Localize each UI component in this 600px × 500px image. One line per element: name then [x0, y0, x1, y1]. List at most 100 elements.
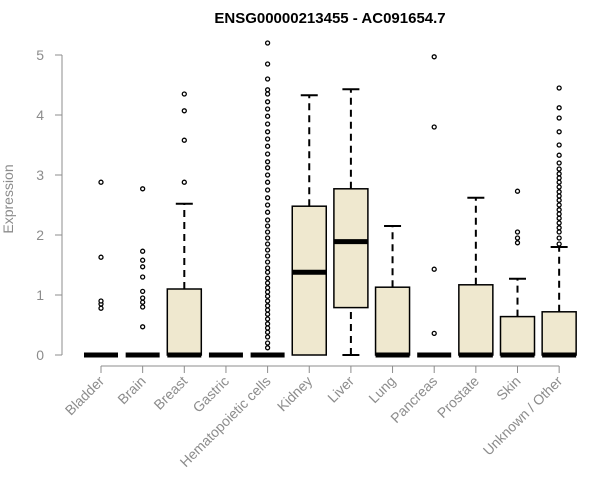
- outlier-point: [556, 179, 562, 185]
- outlier-point: [556, 225, 562, 231]
- box-body: [291, 205, 327, 356]
- outlier-point: [556, 241, 562, 247]
- outlier-point: [264, 187, 271, 193]
- outlier-point: [556, 202, 562, 208]
- x-tick-label: Brain: [114, 373, 148, 407]
- outlier-point: [264, 293, 271, 299]
- outlier-point: [556, 175, 562, 181]
- outlier-point: [556, 215, 562, 221]
- outlier-point: [264, 40, 271, 46]
- outlier-point: [264, 298, 271, 304]
- outlier-point: [264, 113, 271, 119]
- box-brain: [125, 186, 160, 358]
- y-tick-label: 0: [36, 347, 44, 363]
- plot-area: [84, 40, 577, 358]
- outlier-point: [264, 151, 271, 157]
- box-lung: [374, 225, 411, 358]
- outlier-point: [264, 229, 271, 235]
- outlier-point: [556, 220, 562, 226]
- x-tick-label: Unknown / Other: [480, 373, 566, 459]
- outlier-point: [181, 108, 187, 114]
- y-tick-label: 1: [36, 287, 44, 303]
- outlier-point: [264, 179, 271, 185]
- outlier-point: [264, 275, 271, 281]
- outlier-point: [514, 235, 521, 241]
- x-tick-label: Bladder: [62, 373, 108, 419]
- box-unknown-other: [541, 85, 577, 358]
- outlier-point: [556, 105, 562, 111]
- outlier-point: [264, 259, 271, 265]
- x-tick-label: Skin: [493, 373, 524, 404]
- outlier-point: [264, 143, 271, 149]
- y-tick-label: 3: [36, 167, 44, 183]
- outlier-point: [556, 171, 562, 177]
- outlier-point: [514, 229, 521, 235]
- outlier-point: [514, 240, 521, 246]
- outlier-point: [264, 217, 271, 223]
- outlier-point: [556, 207, 562, 213]
- outlier-point: [264, 165, 271, 171]
- outlier-point: [514, 188, 521, 194]
- outlier-point: [139, 288, 146, 295]
- outlier-point: [264, 202, 271, 208]
- outlier-point: [139, 324, 146, 330]
- box-prostate: [458, 196, 494, 358]
- outlier-point: [556, 142, 562, 148]
- outlier-point: [264, 87, 271, 93]
- box-bladder: [84, 179, 118, 358]
- outlier-point: [264, 265, 271, 271]
- outlier-point: [264, 334, 271, 340]
- outlier-point: [556, 193, 562, 199]
- box-body: [499, 315, 536, 356]
- y-tick-label: 2: [36, 227, 44, 243]
- outlier-point: [139, 295, 146, 301]
- outlier-point: [264, 209, 271, 215]
- chart-title: ENSG00000213455 - AC091654.7: [214, 10, 445, 27]
- outlier-point: [431, 330, 437, 337]
- y-axis: 0 1 2 3 4 5: [36, 47, 63, 363]
- outlier-point: [98, 254, 104, 260]
- outlier-point: [264, 316, 271, 322]
- outlier-point: [556, 129, 562, 135]
- outlier-point: [264, 76, 271, 82]
- outlier-point: [264, 129, 271, 135]
- outlier-point: [264, 106, 271, 112]
- outlier-point: [264, 172, 271, 178]
- outlier-point: [264, 159, 271, 165]
- outlier-point: [264, 303, 271, 309]
- outlier-point: [556, 184, 562, 190]
- outlier-point: [139, 248, 146, 254]
- x-tick-label: Liver: [324, 373, 357, 406]
- outlier-point: [139, 264, 146, 270]
- x-tick-label: Prostate: [434, 373, 482, 421]
- outlier-point: [556, 166, 562, 172]
- box-breast: [166, 91, 203, 358]
- outlier-point: [264, 325, 271, 331]
- outlier-point: [181, 137, 187, 143]
- box-skin: [499, 188, 536, 358]
- outlier-point: [264, 307, 271, 313]
- outlier-point: [264, 329, 271, 335]
- box-kidney: [291, 94, 327, 356]
- outlier-point: [98, 305, 104, 311]
- outlier-point: [264, 235, 271, 241]
- outlier-point: [264, 136, 271, 142]
- box-body: [458, 284, 494, 356]
- y-tick-label: 4: [36, 107, 44, 123]
- box-body: [333, 188, 369, 309]
- box-body: [374, 286, 411, 356]
- outlier-point: [431, 124, 437, 130]
- outlier-point: [264, 247, 271, 253]
- outlier-point: [556, 189, 562, 195]
- outlier-point: [264, 269, 271, 275]
- outlier-point: [556, 211, 562, 217]
- outlier-point: [264, 285, 271, 291]
- outlier-point: [264, 280, 271, 286]
- outlier-point: [431, 266, 437, 272]
- outlier-point: [264, 99, 271, 105]
- outlier-point: [181, 179, 187, 185]
- outlier-point: [181, 91, 187, 97]
